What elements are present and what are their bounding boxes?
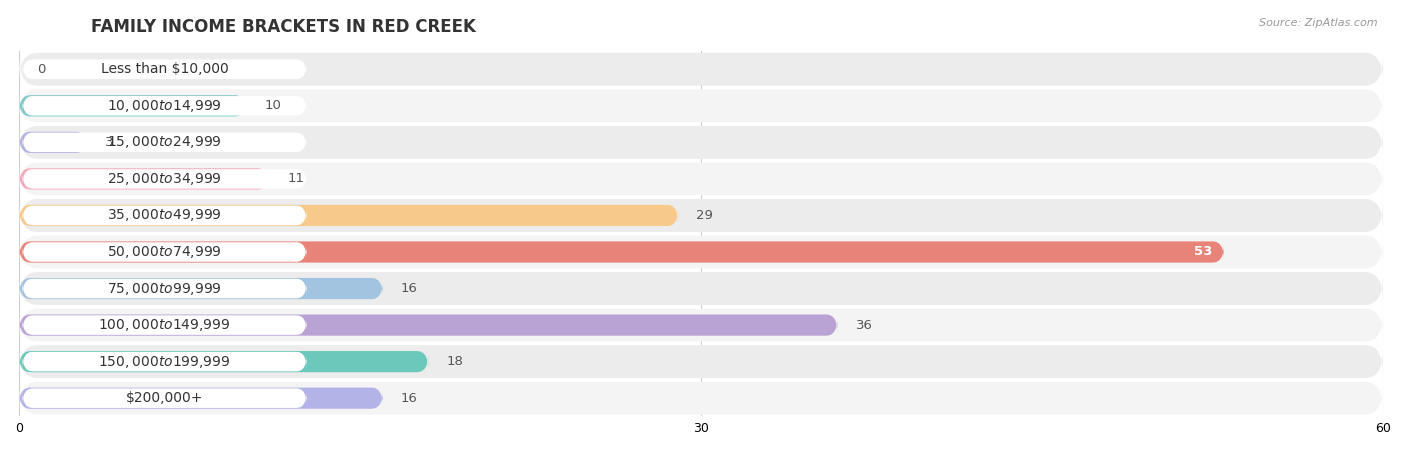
- FancyBboxPatch shape: [20, 95, 246, 117]
- FancyBboxPatch shape: [20, 132, 87, 153]
- Text: 3: 3: [105, 136, 114, 149]
- Text: 53: 53: [1194, 246, 1212, 258]
- FancyBboxPatch shape: [20, 382, 1384, 414]
- FancyBboxPatch shape: [22, 206, 307, 225]
- Text: Less than $10,000: Less than $10,000: [101, 62, 228, 76]
- FancyBboxPatch shape: [20, 309, 1384, 342]
- FancyBboxPatch shape: [20, 168, 269, 189]
- FancyBboxPatch shape: [20, 241, 1223, 263]
- Text: $10,000 to $14,999: $10,000 to $14,999: [107, 98, 222, 114]
- Text: $200,000+: $200,000+: [125, 391, 204, 405]
- Text: $25,000 to $34,999: $25,000 to $34,999: [107, 171, 222, 187]
- FancyBboxPatch shape: [20, 278, 382, 299]
- Text: 18: 18: [447, 355, 464, 368]
- Text: 10: 10: [264, 99, 281, 112]
- Text: Source: ZipAtlas.com: Source: ZipAtlas.com: [1260, 18, 1378, 28]
- FancyBboxPatch shape: [20, 162, 1384, 195]
- FancyBboxPatch shape: [22, 59, 307, 79]
- Text: 0: 0: [37, 63, 45, 76]
- FancyBboxPatch shape: [20, 235, 1384, 269]
- FancyBboxPatch shape: [22, 388, 307, 408]
- FancyBboxPatch shape: [22, 133, 307, 152]
- FancyBboxPatch shape: [20, 272, 1384, 305]
- FancyBboxPatch shape: [20, 205, 678, 226]
- FancyBboxPatch shape: [22, 352, 307, 371]
- Text: $50,000 to $74,999: $50,000 to $74,999: [107, 244, 222, 260]
- Text: $35,000 to $49,999: $35,000 to $49,999: [107, 207, 222, 224]
- Text: $150,000 to $199,999: $150,000 to $199,999: [98, 354, 231, 369]
- Text: 16: 16: [401, 392, 418, 405]
- FancyBboxPatch shape: [20, 351, 429, 372]
- FancyBboxPatch shape: [20, 387, 382, 409]
- Text: 29: 29: [696, 209, 713, 222]
- Text: 11: 11: [287, 172, 304, 185]
- FancyBboxPatch shape: [20, 345, 1384, 378]
- FancyBboxPatch shape: [20, 199, 1384, 232]
- Text: FAMILY INCOME BRACKETS IN RED CREEK: FAMILY INCOME BRACKETS IN RED CREEK: [91, 18, 477, 36]
- Text: $75,000 to $99,999: $75,000 to $99,999: [107, 280, 222, 297]
- Text: 36: 36: [856, 319, 873, 332]
- FancyBboxPatch shape: [22, 96, 307, 116]
- FancyBboxPatch shape: [22, 315, 307, 335]
- FancyBboxPatch shape: [20, 126, 1384, 159]
- FancyBboxPatch shape: [22, 242, 307, 262]
- FancyBboxPatch shape: [22, 279, 307, 298]
- Text: $100,000 to $149,999: $100,000 to $149,999: [98, 317, 231, 333]
- Text: $15,000 to $24,999: $15,000 to $24,999: [107, 135, 222, 150]
- FancyBboxPatch shape: [20, 90, 1384, 122]
- FancyBboxPatch shape: [22, 169, 307, 189]
- FancyBboxPatch shape: [20, 53, 1384, 86]
- FancyBboxPatch shape: [20, 315, 838, 336]
- Text: 16: 16: [401, 282, 418, 295]
